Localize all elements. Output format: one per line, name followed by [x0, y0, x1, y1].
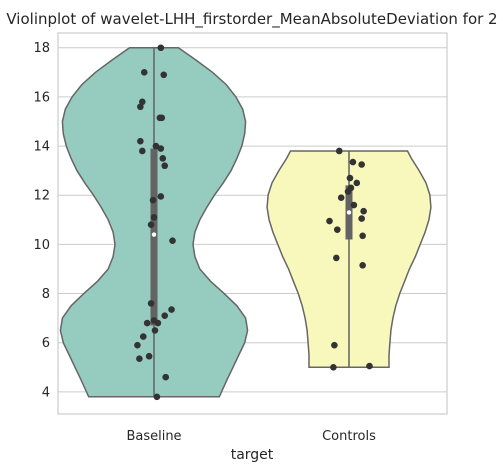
plot-frame — [57, 32, 448, 415]
data-point — [358, 161, 365, 168]
data-point — [153, 393, 161, 401]
data-point — [331, 341, 338, 349]
data-point — [140, 69, 148, 76]
y-tick-label: 10 — [33, 238, 50, 253]
data-point — [337, 194, 345, 201]
data-point — [154, 319, 162, 327]
y-tick-labels: 4 6 8 10 12 14 16 18 — [33, 41, 50, 400]
x-axis-label: target — [231, 447, 274, 463]
data-point — [160, 71, 168, 79]
x-tick-label: Controls — [322, 429, 376, 444]
data-point — [349, 158, 357, 166]
violins — [59, 46, 432, 398]
data-point — [147, 300, 155, 307]
y-tick-label: 8 — [42, 287, 50, 302]
data-point — [159, 155, 167, 162]
data-point — [134, 341, 141, 349]
data-point — [360, 207, 367, 215]
data-point — [147, 221, 155, 229]
data-point — [157, 145, 165, 152]
data-point — [139, 147, 146, 155]
violin-median — [346, 210, 352, 215]
data-point — [151, 327, 159, 334]
data-point — [136, 355, 143, 362]
data-point — [161, 162, 169, 170]
x-tick-label: Baseline — [126, 429, 181, 444]
data-point — [359, 232, 366, 240]
data-point — [150, 214, 158, 221]
data-point — [161, 312, 169, 319]
y-tick-label: 14 — [33, 140, 50, 155]
x-tick-labels: Baseline Controls — [126, 429, 376, 444]
data-point — [346, 174, 354, 182]
data-point — [158, 114, 166, 122]
data-point — [169, 237, 176, 245]
y-tick-label: 6 — [42, 336, 50, 351]
data-point — [344, 188, 352, 195]
y-tick-label: 16 — [33, 90, 50, 105]
violin-median — [151, 232, 157, 237]
data-point — [149, 196, 157, 204]
data-point — [353, 179, 361, 187]
data-point — [333, 254, 340, 262]
y-tick-label: 18 — [33, 41, 50, 56]
data-point — [143, 319, 151, 327]
data-point — [168, 306, 175, 313]
data-point — [137, 137, 144, 145]
data-point — [330, 363, 337, 371]
data-point — [139, 333, 147, 340]
data-point — [326, 217, 333, 225]
data-point — [157, 44, 165, 52]
chart-title: Violinplot of wavelet-LHH_firstorder_Mea… — [6, 10, 497, 29]
data-point — [137, 103, 144, 111]
data-point — [152, 142, 160, 150]
data-point — [366, 362, 373, 370]
data-point — [162, 373, 169, 381]
data-point — [359, 261, 366, 269]
data-points — [134, 44, 373, 401]
data-point — [350, 201, 358, 209]
data-point — [358, 215, 365, 222]
data-point — [145, 352, 153, 360]
violin-iqr-box — [150, 148, 158, 326]
y-tick-label: 4 — [42, 385, 50, 400]
data-point — [334, 226, 341, 233]
data-point — [157, 193, 165, 200]
data-point — [335, 147, 343, 155]
y-tick-label: 12 — [33, 189, 50, 204]
